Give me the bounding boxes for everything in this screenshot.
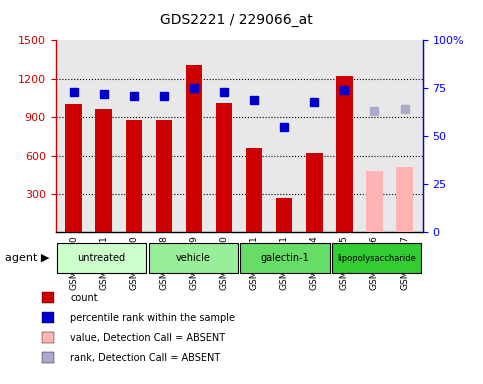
Bar — [96, 109, 112, 232]
FancyBboxPatch shape — [57, 243, 146, 273]
Bar — [156, 120, 172, 232]
Bar — [246, 148, 262, 232]
Bar — [366, 171, 383, 232]
Bar — [185, 65, 202, 232]
Text: vehicle: vehicle — [176, 253, 211, 263]
Text: agent ▶: agent ▶ — [5, 253, 49, 263]
Text: value, Detection Call = ABSENT: value, Detection Call = ABSENT — [70, 333, 225, 343]
Text: lipopolysaccharide: lipopolysaccharide — [337, 254, 416, 263]
FancyBboxPatch shape — [149, 243, 238, 273]
Text: percentile rank within the sample: percentile rank within the sample — [70, 313, 235, 323]
Bar — [276, 198, 293, 232]
FancyBboxPatch shape — [332, 243, 421, 273]
Text: count: count — [70, 293, 98, 303]
Text: rank, Detection Call = ABSENT: rank, Detection Call = ABSENT — [70, 353, 220, 362]
Text: untreated: untreated — [77, 253, 126, 263]
Bar — [336, 76, 353, 232]
Bar — [396, 167, 413, 232]
FancyBboxPatch shape — [241, 243, 329, 273]
Bar — [216, 103, 232, 232]
Text: galectin-1: galectin-1 — [261, 253, 309, 263]
Text: GDS2221 / 229066_at: GDS2221 / 229066_at — [160, 13, 313, 27]
Bar — [126, 120, 142, 232]
Bar — [65, 104, 82, 232]
Bar — [306, 153, 323, 232]
